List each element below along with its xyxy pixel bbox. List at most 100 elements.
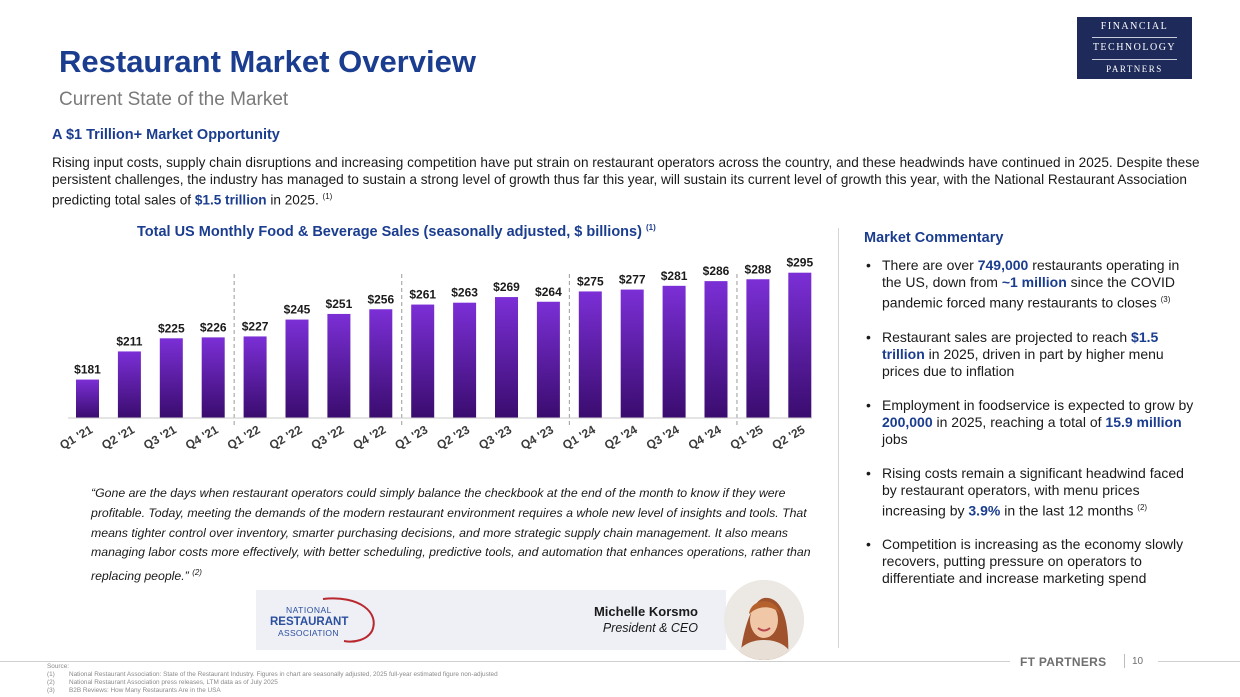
x-tick-label: Q4 '21	[183, 422, 221, 452]
commentary-item: Employment in foodservice is expected to…	[864, 397, 1194, 448]
footer-rule-right	[1158, 661, 1240, 662]
speaker-title: President & CEO	[602, 621, 698, 635]
section-divider	[838, 228, 839, 648]
commentary-item: Restaurant sales are projected to reach …	[864, 329, 1194, 380]
data-label: $211	[116, 334, 142, 348]
data-label: $245	[284, 303, 311, 317]
x-tick-label: Q2 '21	[99, 422, 137, 452]
item-footnote: (3)	[1160, 295, 1171, 304]
sources-label: Source:	[47, 663, 70, 670]
bar-q322	[327, 313, 351, 418]
bar-q223	[453, 302, 477, 418]
bar-q424	[704, 281, 728, 418]
item-text: restaurants operating in the US, down fr…	[882, 257, 1180, 290]
speaker-avatar	[724, 580, 804, 660]
bar-q225	[788, 272, 812, 418]
intro-highlight: $1.5 trillion	[194, 192, 267, 208]
data-label: $251	[326, 297, 353, 311]
x-tick-label: Q2 '25	[770, 422, 808, 452]
item-text: There are over	[882, 257, 978, 273]
commentary-heading: Market Commentary	[864, 230, 1004, 246]
data-label: $286	[703, 264, 730, 278]
bar-q121	[76, 379, 99, 418]
intro-text-before: Rising input costs, supply chain disrupt…	[52, 155, 1200, 208]
speaker-band	[256, 590, 726, 650]
opportunity-heading: A $1 Trillion+ Market Opportunity	[52, 127, 280, 143]
data-label: $269	[493, 280, 520, 294]
source-number: (2)	[47, 679, 55, 686]
svg-text:RESTAURANT: RESTAURANT	[270, 616, 348, 628]
bar-q122	[243, 336, 267, 418]
national-restaurant-association-logo: NATIONAL RESTAURANT ASSOCIATION	[270, 597, 375, 643]
x-tick-label: Q1 '24	[560, 422, 598, 452]
x-tick-label: Q4 '24	[686, 422, 724, 452]
x-tick-label: Q2 '23	[434, 422, 472, 452]
data-label: $288	[745, 262, 772, 276]
x-tick-label: Q3 '23	[476, 422, 514, 452]
page-subtitle: Current State of the Market	[59, 89, 289, 110]
data-label: $181	[74, 363, 101, 377]
data-label: $227	[242, 319, 269, 333]
sources: Source: (1) National Restaurant Associati…	[47, 663, 498, 695]
item-highlight: ~1 million	[1001, 274, 1067, 290]
sales-bar-chart: $181 $211 $225 $226 $227 $245 $251 $256 $261 $263…	[57, 256, 813, 453]
source-row: (2) National Restaurant Association press…	[47, 679, 498, 687]
bar-q124	[578, 291, 602, 418]
quote-footnote: (2)	[192, 568, 202, 578]
data-label: $261	[409, 288, 436, 302]
footer-brand: FT PARTNERS	[1020, 655, 1107, 669]
source-row: (1) National Restaurant Association: Stat…	[47, 671, 498, 679]
bar-q422	[369, 309, 393, 418]
intro-paragraph: Rising input costs, supply chain disrupt…	[52, 154, 1202, 209]
data-label: $264	[535, 285, 562, 299]
speaker-name: Michelle Korsmo	[593, 604, 698, 619]
quote-text: “Gone are the days when restaurant opera…	[91, 486, 811, 584]
data-label: $256	[367, 292, 394, 306]
footer-rule-left	[0, 661, 1010, 662]
item-text: Competition is increasing as the economy…	[882, 536, 1184, 587]
x-tick-label: Q4 '23	[518, 422, 556, 452]
x-tick-label: Q3 '24	[644, 422, 682, 452]
x-tick-label: Q1 '23	[392, 422, 430, 452]
source-number: (1)	[47, 671, 55, 678]
bar-q324	[662, 285, 686, 418]
footer-separator	[1124, 654, 1125, 668]
svg-text:ASSOCIATION: ASSOCIATION	[278, 628, 339, 638]
x-tick-label: Q1 '21	[57, 422, 95, 452]
commentary-item: Competition is increasing as the economy…	[864, 536, 1194, 587]
chart-title-text: Total US Monthly Food & Beverage Sales (…	[137, 223, 642, 240]
ft-partners-logo: FINANCIAL TECHNOLOGY PARTNERS	[1077, 17, 1192, 79]
source-text: National Restaurant Association: State o…	[69, 671, 498, 678]
logo-line-1: FINANCIAL	[1100, 21, 1169, 32]
data-label: $277	[619, 273, 646, 287]
data-label: $275	[577, 274, 604, 288]
bar-q222	[285, 319, 309, 418]
item-text: Restaurant sales are projected to reach	[882, 328, 1132, 345]
item-text: jobs	[882, 430, 908, 447]
svg-text:NATIONAL: NATIONAL	[286, 605, 332, 615]
x-tick-label: Q4 '22	[351, 422, 389, 452]
bar-q323	[495, 297, 518, 418]
ceo-quote: “Gone are the days when restaurant opera…	[91, 484, 811, 587]
item-text: since the COVID pandemic forced many res…	[882, 274, 1175, 311]
chart-title: Total US Monthly Food & Beverage Sales (…	[137, 223, 656, 240]
data-label: $295	[786, 256, 813, 270]
source-text: B2B Reviews: How Many Restaurants Are in…	[69, 687, 221, 694]
x-tick-label: Q1 '25	[728, 422, 766, 452]
chart-title-footnote: (1)	[645, 223, 656, 232]
logo-line-3: PARTNERS	[1106, 64, 1163, 74]
page-title: Restaurant Market Overview	[59, 44, 476, 79]
bar-q125	[746, 279, 770, 418]
source-text: National Restaurant Association press re…	[69, 679, 278, 686]
commentary-item: There are over 749,000 restaurants opera…	[864, 257, 1194, 312]
bar-q321	[159, 338, 183, 418]
x-tick-label: Q1 '22	[225, 422, 263, 452]
bar-q421	[201, 337, 225, 418]
x-tick-label: Q2 '24	[602, 422, 640, 452]
data-label: $281	[661, 269, 688, 283]
item-text: in 2025, reaching a total of	[932, 413, 1106, 430]
x-tick-label: Q2 '22	[267, 422, 305, 452]
item-highlight: 749,000	[977, 257, 1029, 273]
item-footnote: (2)	[1137, 502, 1148, 512]
data-label: $226	[200, 320, 227, 334]
